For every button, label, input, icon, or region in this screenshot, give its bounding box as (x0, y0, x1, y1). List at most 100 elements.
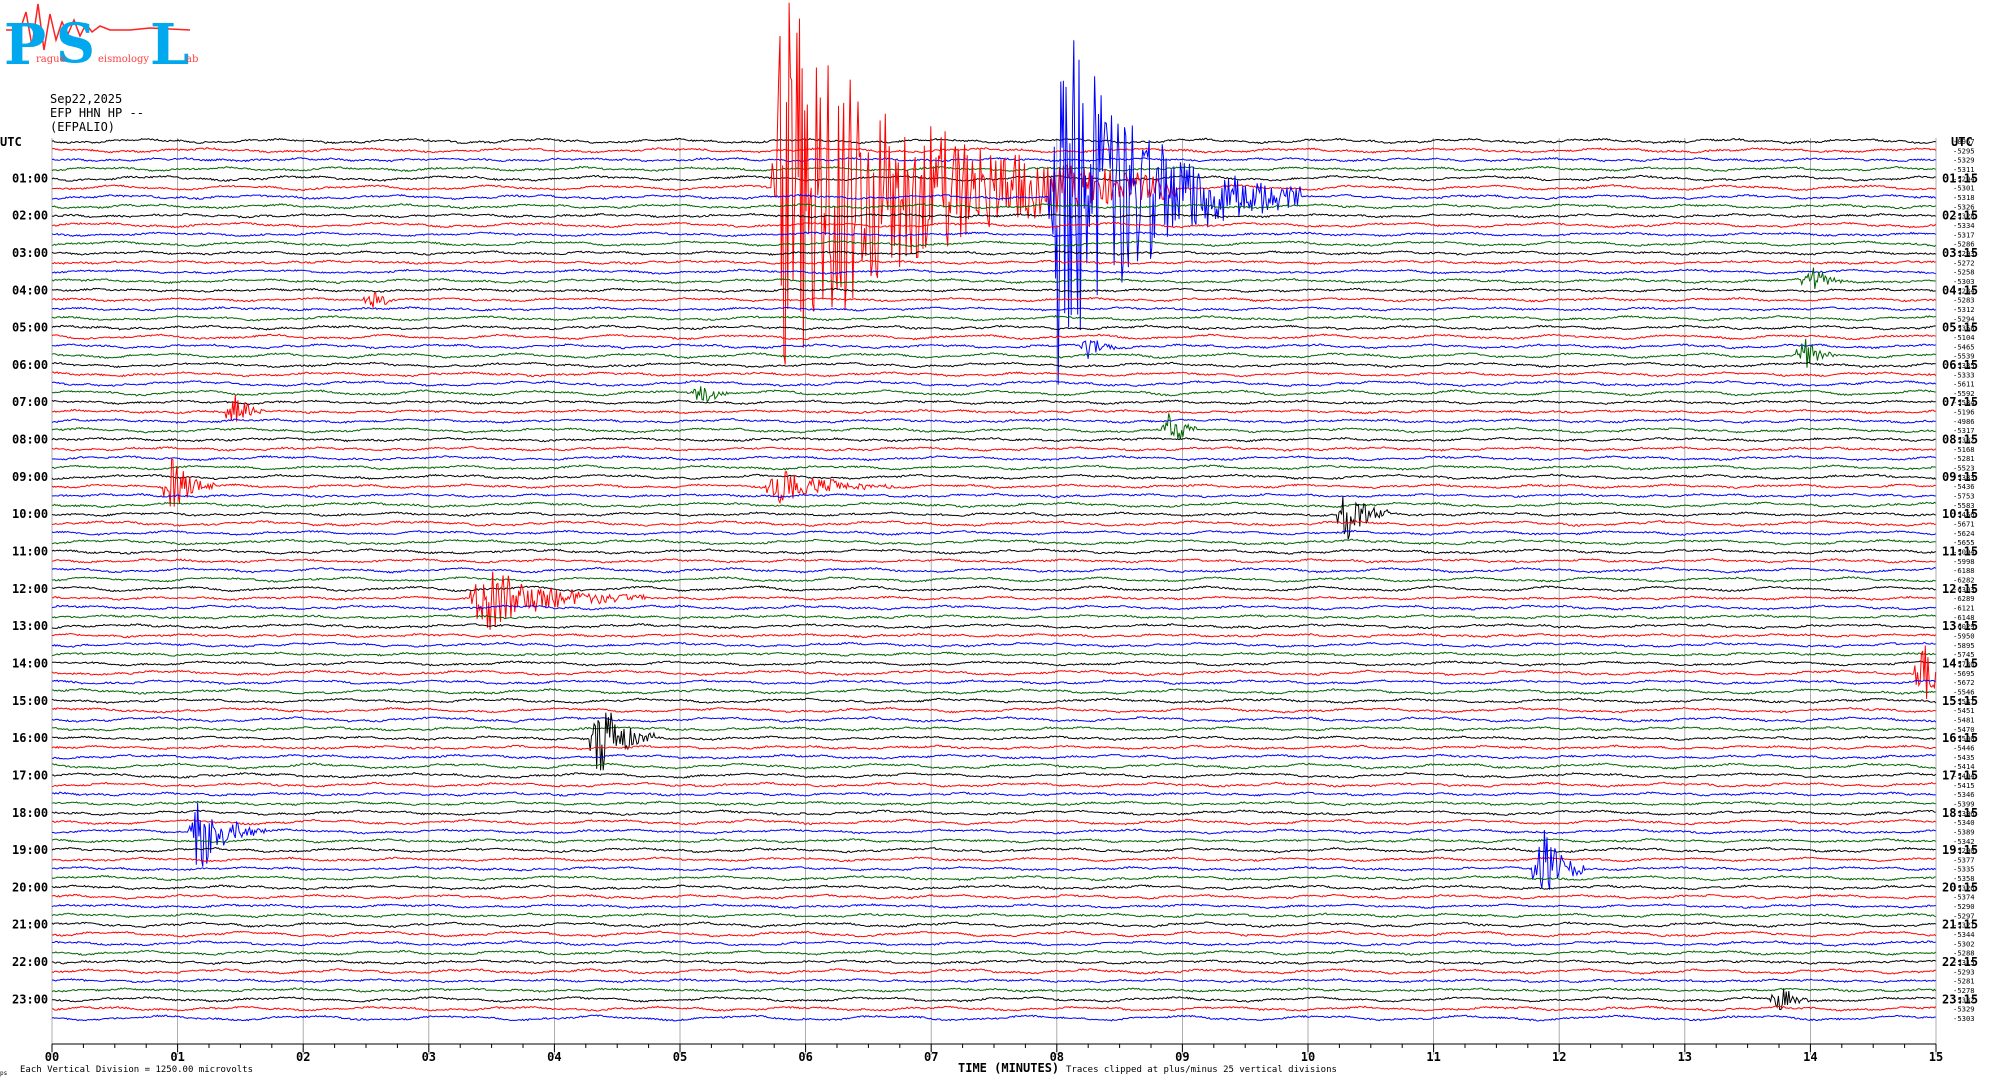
left-hour-label: 11:00 (12, 545, 48, 559)
seismogram-trace (52, 712, 1936, 771)
seismogram-trace (51, 604, 1936, 611)
seismogram-trace (51, 306, 1936, 312)
seismogram-trace (51, 912, 1936, 919)
right-hour-label: 09:15 (1942, 470, 1978, 484)
seismogram-trace (51, 987, 1937, 993)
trace-offset-label: -5671 (1953, 520, 1975, 529)
seismogram-trace (51, 838, 1936, 844)
seismogram-trace (51, 706, 1936, 714)
left-hour-label: 09:00 (12, 470, 48, 484)
seismogram-trace (51, 829, 1936, 890)
seismogram-trace (51, 660, 1936, 667)
clip-note: Traces clipped at plus/minus 25 vertical… (1066, 1065, 1337, 1075)
x-tick-label: 06 (798, 1050, 812, 1064)
trace-offset-label: -5546 (1953, 687, 1975, 696)
seismogram-trace (51, 333, 1936, 341)
seismogram-trace (51, 977, 1936, 984)
trace-offset-label: -5297 (1953, 911, 1975, 920)
x-tick-label: 05 (673, 1050, 687, 1064)
trace-offset-label: -5284 (1953, 286, 1975, 295)
trace-offset-label: -5382 (1953, 436, 1975, 445)
seismogram-trace (51, 464, 1936, 471)
left-hour-label: 23:00 (12, 992, 48, 1006)
seismogram-trace (51, 557, 1936, 564)
trace-offset-label: -5168 (1953, 445, 1975, 454)
logo-waveform (6, 3, 191, 51)
logo-letter-l: L (150, 12, 189, 78)
right-hour-label: 15:15 (1942, 694, 1978, 708)
seismogram-trace (51, 501, 1936, 509)
seismogram-trace (51, 959, 1936, 965)
trace-offset-label: -8967 (1953, 137, 1975, 146)
right-hour-label: 14:15 (1942, 656, 1978, 670)
seismogram-trace (51, 949, 1937, 956)
left-utc-label: UTC (0, 135, 22, 149)
seismogram-trace (51, 744, 1936, 751)
seismogram-trace (51, 1014, 1936, 1022)
trace-offset-label: -5286 (1953, 240, 1975, 249)
trace-offset-label: -5335 (1953, 361, 1975, 370)
seismogram-trace (51, 679, 1936, 685)
seismogram-trace (51, 380, 1937, 387)
trace-offset-label: -5383 (1953, 473, 1975, 482)
trace-offset-label: -5318 (1953, 193, 1975, 202)
seismogram-trace (51, 645, 1937, 700)
x-tick-label: 10 (1301, 1050, 1315, 1064)
x-tick-label: 03 (422, 1050, 436, 1064)
right-hour-label: 05:15 (1942, 321, 1978, 335)
seismogram-trace (51, 221, 1937, 229)
trace-offset-label: -5592 (1953, 389, 1975, 398)
trace-offset-label: -5301 (1953, 184, 1975, 193)
trace-offset-labels: -8967-5295-5329-5311-5294-5301-5318-5326… (1953, 137, 1975, 1023)
trace-offset-label: -5315 (1953, 958, 1975, 967)
seismogram-trace (51, 903, 1936, 909)
seismogram-trace (51, 791, 1936, 797)
right-hour-label: 01:15 (1942, 171, 1978, 185)
vertical-division-note: Each Vertical Division = 1250.00 microvo… (20, 1065, 253, 1075)
x-tick-label: 09 (1175, 1050, 1189, 1064)
seismogram-trace (52, 818, 1936, 826)
trace-offset-label: -5745 (1953, 650, 1975, 659)
left-hour-label: 07:00 (12, 395, 48, 409)
seismogram-trace (51, 726, 1937, 732)
trace-offset-label: -5293 (1953, 967, 1975, 976)
right-hour-label: 22:15 (1942, 955, 1978, 969)
trace-offset-label: -5290 (1953, 902, 1975, 911)
left-hour-label: 17:00 (12, 768, 48, 782)
seismogram-trace (51, 641, 1936, 649)
trace-offset-label: -5481 (1953, 715, 1975, 724)
seismogram-trace (51, 339, 1936, 359)
trace-offset-label: -5399 (1953, 799, 1975, 808)
trace-offset-label: -5539 (1953, 352, 1975, 361)
trace-offset-label: -5311 (1953, 165, 1975, 174)
trace-offset-label: -5436 (1953, 482, 1975, 491)
seismogram-trace (51, 884, 1936, 891)
trace-offset-label: -5655 (1953, 538, 1975, 547)
left-hour-label: 04:00 (12, 283, 48, 297)
trace-offset-label: -5283 (1953, 296, 1975, 305)
seismogram-trace (51, 762, 1937, 770)
logo-letter-p: P (4, 12, 46, 78)
right-hour-label: 03:15 (1942, 246, 1978, 260)
left-hour-label: 02:00 (12, 209, 48, 223)
psl-logo: P S L rague eismology ab (4, 3, 198, 78)
seismogram-trace (51, 548, 1936, 555)
seismogram-trace (52, 576, 1936, 583)
seismogram-trace (51, 146, 1937, 154)
seismogram-trace (51, 800, 1936, 807)
logo-letter-s: S (56, 11, 95, 75)
seismogram-trace (51, 231, 1936, 238)
x-tick-label: 04 (547, 1050, 561, 1064)
seismogram-trace (51, 458, 1936, 507)
seismogram-trace (52, 1005, 1937, 1012)
seismogram-trace (51, 566, 1936, 574)
left-hour-label: 12:00 (12, 582, 48, 596)
seismogram-trace (51, 651, 1936, 657)
trace-offset-label: -5358 (1953, 874, 1975, 883)
trace-offset-label: -4986 (1953, 417, 1975, 426)
trace-offset-label: -5258 (1953, 268, 1975, 277)
left-hour-label: 20:00 (12, 880, 48, 894)
seismogram-trace (51, 753, 1936, 760)
x-tick-label: 15 (1929, 1050, 1943, 1064)
seismogram-trace (51, 538, 1936, 546)
